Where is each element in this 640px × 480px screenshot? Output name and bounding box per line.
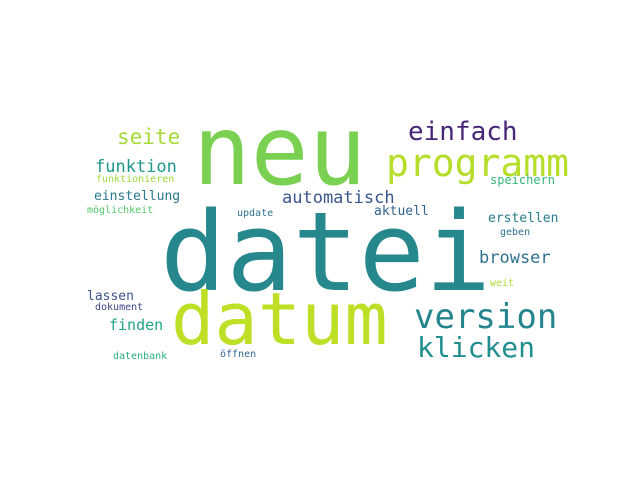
word-klicken: klicken <box>417 331 536 364</box>
word-einstellung: einstellung <box>94 189 181 204</box>
word-geben: geben <box>500 227 531 238</box>
word-aktuell: aktuell <box>374 204 429 219</box>
word-einfach: einfach <box>408 117 518 147</box>
word-browser: browser <box>479 248 551 268</box>
word-version: version <box>414 297 558 337</box>
word-datei: datei <box>160 188 492 316</box>
word-dokument: dokument <box>95 302 144 313</box>
word-datenbank: datenbank <box>113 351 168 362</box>
word-lassen: lassen <box>87 289 134 304</box>
word-erstellen: erstellen <box>488 211 559 226</box>
word-funktion: funktion <box>95 157 177 177</box>
word-funktionieren: funktionieren <box>96 174 175 185</box>
word-update: update <box>237 208 274 219</box>
word-automatisch: automatisch <box>282 188 395 208</box>
word-seite: seite <box>117 125 181 149</box>
word-finden: finden <box>109 316 164 334</box>
word-programm: programm <box>386 141 570 185</box>
word-neu: neu <box>193 95 367 207</box>
word-oeffnen: öffnen <box>220 349 257 360</box>
word-moeglichkeit: möglichkeit <box>87 205 154 216</box>
word-weit: weit <box>490 278 515 289</box>
word-datum: datum <box>171 277 388 361</box>
word-speichern: speichern <box>490 173 556 187</box>
